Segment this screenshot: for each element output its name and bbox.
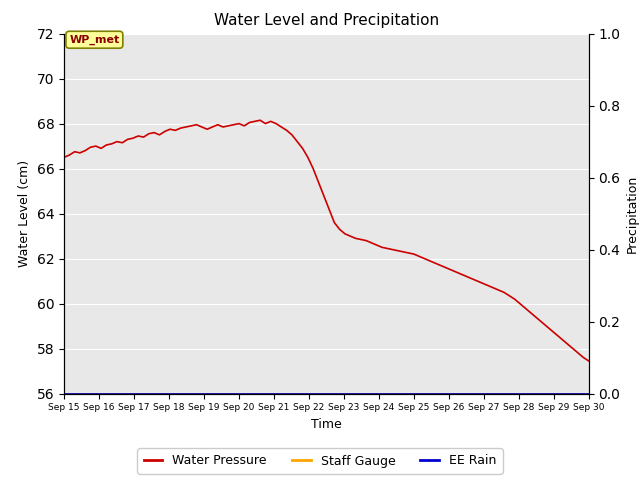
Line: Water Pressure: Water Pressure xyxy=(64,120,589,361)
Water Pressure xyxy=(378,244,386,250)
Text: WP_met: WP_met xyxy=(69,35,120,45)
Water Pressure xyxy=(256,117,264,123)
Staff Gauge xyxy=(330,391,338,396)
Y-axis label: Precipitation: Precipitation xyxy=(626,174,639,253)
Staff Gauge xyxy=(182,391,190,396)
Water Pressure xyxy=(182,124,190,130)
EE Rain xyxy=(161,391,168,396)
EE Rain xyxy=(559,391,566,396)
EE Rain xyxy=(543,391,550,396)
Legend: Water Pressure, Staff Gauge, EE Rain: Water Pressure, Staff Gauge, EE Rain xyxy=(138,448,502,474)
Water Pressure xyxy=(336,227,344,232)
Title: Water Level and Precipitation: Water Level and Precipitation xyxy=(214,13,439,28)
Water Pressure xyxy=(564,341,572,347)
EE Rain xyxy=(182,391,190,396)
Water Pressure xyxy=(60,155,68,160)
Staff Gauge xyxy=(373,391,381,396)
EE Rain xyxy=(585,391,593,396)
Water Pressure xyxy=(585,358,593,364)
X-axis label: Time: Time xyxy=(311,418,342,431)
EE Rain xyxy=(60,391,68,396)
EE Rain xyxy=(330,391,338,396)
EE Rain xyxy=(373,391,381,396)
Staff Gauge xyxy=(60,391,68,396)
Staff Gauge xyxy=(161,391,168,396)
Y-axis label: Water Level (cm): Water Level (cm) xyxy=(18,160,31,267)
Water Pressure xyxy=(548,328,556,334)
Staff Gauge xyxy=(543,391,550,396)
Water Pressure xyxy=(161,129,168,134)
Staff Gauge xyxy=(585,391,593,396)
Staff Gauge xyxy=(559,391,566,396)
